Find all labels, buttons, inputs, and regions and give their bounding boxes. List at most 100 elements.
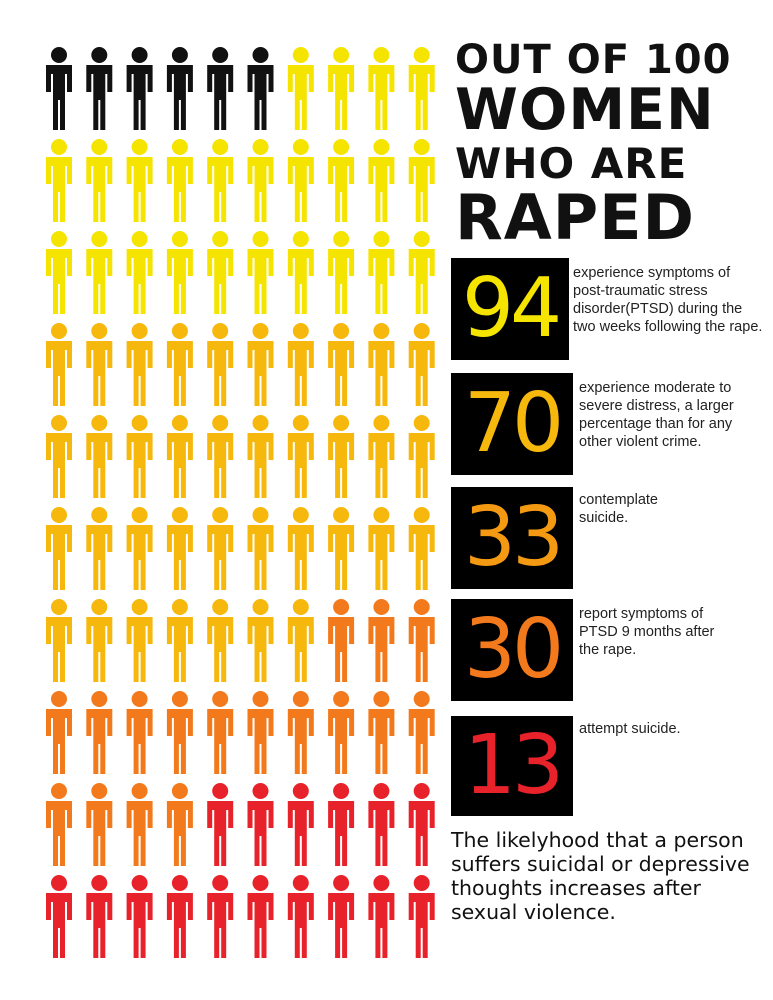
person-icon <box>247 691 274 774</box>
person-icon <box>328 507 355 590</box>
person-icon <box>368 507 395 590</box>
person-icon <box>86 691 113 774</box>
person-icon <box>46 875 72 958</box>
person-icon <box>408 47 435 130</box>
person-icon <box>126 507 153 590</box>
person-icon <box>328 691 355 774</box>
person-icon <box>287 875 314 958</box>
person-icon <box>126 783 153 866</box>
stat-description: contemplate suicide. <box>579 492 658 526</box>
person-icon <box>328 783 355 866</box>
stat-number: 94 <box>461 261 562 356</box>
person-icon <box>126 323 153 406</box>
person-icon <box>368 691 395 774</box>
person-icon <box>247 507 274 590</box>
person-icon <box>46 599 72 682</box>
headline-line-2: WOMEN <box>455 77 715 143</box>
person-icon <box>287 323 314 406</box>
person-icon <box>46 47 72 130</box>
person-icon <box>247 415 274 498</box>
person-icon <box>287 783 314 866</box>
person-icon <box>126 139 153 222</box>
person-icon <box>207 599 234 682</box>
person-icon <box>166 323 193 406</box>
person-icon <box>207 783 234 866</box>
person-icon <box>328 323 355 406</box>
person-icon <box>408 691 435 774</box>
person-icon <box>408 507 435 590</box>
person-icon <box>207 231 234 314</box>
person-icon <box>408 875 435 958</box>
person-icon <box>368 415 395 498</box>
person-icon <box>287 47 314 130</box>
person-icon <box>328 231 355 314</box>
stat-number-box: 94 <box>451 258 569 360</box>
person-icon <box>368 783 395 866</box>
person-icon <box>408 139 435 222</box>
person-icon <box>166 231 193 314</box>
person-icon <box>166 507 193 590</box>
person-icon <box>328 415 355 498</box>
stat-number: 70 <box>463 376 564 471</box>
person-icon <box>86 47 113 130</box>
person-icon <box>46 783 72 866</box>
person-icon <box>368 139 395 222</box>
headline-line-1: OUT OF 100 <box>455 37 732 83</box>
person-icon <box>247 323 274 406</box>
person-icon <box>126 415 153 498</box>
person-icon <box>328 47 355 130</box>
person-icon <box>166 415 193 498</box>
person-icon <box>166 599 193 682</box>
person-icon <box>287 231 314 314</box>
person-icon <box>126 599 153 682</box>
stat-number: 33 <box>463 490 564 585</box>
person-icon <box>46 139 72 222</box>
person-icon <box>328 599 355 682</box>
person-icon <box>247 231 274 314</box>
stat-description: experience moderate to severe distress, … <box>579 380 734 450</box>
person-icon <box>328 875 355 958</box>
person-icon <box>408 231 435 314</box>
person-icon <box>207 47 234 130</box>
person-icon <box>207 507 234 590</box>
person-icon <box>247 599 274 682</box>
stat-number-box: 33 <box>451 487 573 589</box>
headline: OUT OF 100 WOMEN WHO ARE RAPED <box>455 40 755 249</box>
person-icon <box>287 507 314 590</box>
person-icon <box>46 323 72 406</box>
person-icon <box>166 875 193 958</box>
person-icon <box>368 231 395 314</box>
person-icon <box>126 231 153 314</box>
person-icon <box>368 323 395 406</box>
person-icon <box>166 783 193 866</box>
stat-description: report symptoms of PTSD 9 months after t… <box>579 606 715 658</box>
person-icon <box>287 691 314 774</box>
person-icon <box>207 691 234 774</box>
person-icon <box>86 599 113 682</box>
stat-number: 13 <box>463 718 564 813</box>
person-icon <box>126 691 153 774</box>
person-icon <box>166 691 193 774</box>
person-icon <box>328 139 355 222</box>
stat-description: attempt suicide. <box>579 721 681 737</box>
person-icon <box>86 415 113 498</box>
person-icon <box>46 691 72 774</box>
person-icon <box>166 47 193 130</box>
person-icon <box>207 415 234 498</box>
headline-line-4: RAPED <box>455 181 695 254</box>
stat-number: 30 <box>463 602 564 697</box>
person-icon <box>247 47 274 130</box>
person-icon <box>46 415 72 498</box>
person-icon <box>287 415 314 498</box>
person-icon <box>126 47 153 130</box>
person-icon <box>86 323 113 406</box>
person-icon <box>408 323 435 406</box>
stat-number-box: 13 <box>451 716 573 816</box>
footnote: The likelyhood that a person suffers sui… <box>451 828 750 924</box>
person-icon <box>166 139 193 222</box>
headline-line-3: WHO ARE <box>455 139 688 188</box>
stat-number-box: 30 <box>451 599 573 701</box>
person-icon <box>368 875 395 958</box>
person-icon <box>46 507 72 590</box>
person-icon <box>247 783 274 866</box>
